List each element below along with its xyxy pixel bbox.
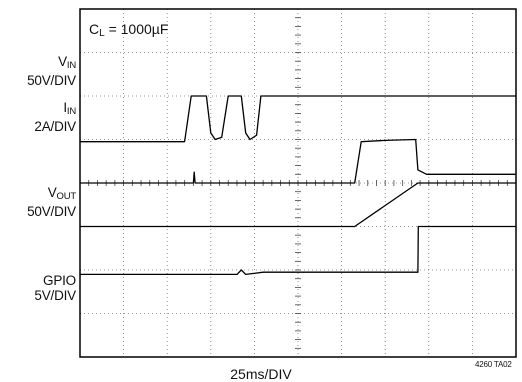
vout-scale: 50V/DIV — [27, 204, 76, 219]
timebase-label: 25ms/DIV — [230, 366, 292, 382]
gpio-scale: 5V/DIV — [34, 288, 76, 303]
trace-iin — [80, 138, 516, 184]
vin-channel-label: VIN 50V/DIV — [27, 54, 76, 88]
iin-channel-label: IIN 2A/DIV — [34, 100, 76, 134]
figure-id: 4260 TA02 — [475, 360, 512, 369]
waveform-traces — [80, 95, 516, 276]
load-capacitance-condition: CL = 1000µF — [89, 21, 169, 39]
trace-vout — [80, 182, 516, 228]
vout-channel-label: VOUT 50V/DIV — [27, 185, 76, 219]
gpio-channel-label: GPIO 5V/DIV — [34, 273, 76, 303]
iin-scale: 2A/DIV — [34, 119, 76, 134]
vin-scale: 50V/DIV — [27, 73, 76, 88]
trace-vin — [80, 95, 516, 143]
trace-gpio — [80, 225, 516, 276]
